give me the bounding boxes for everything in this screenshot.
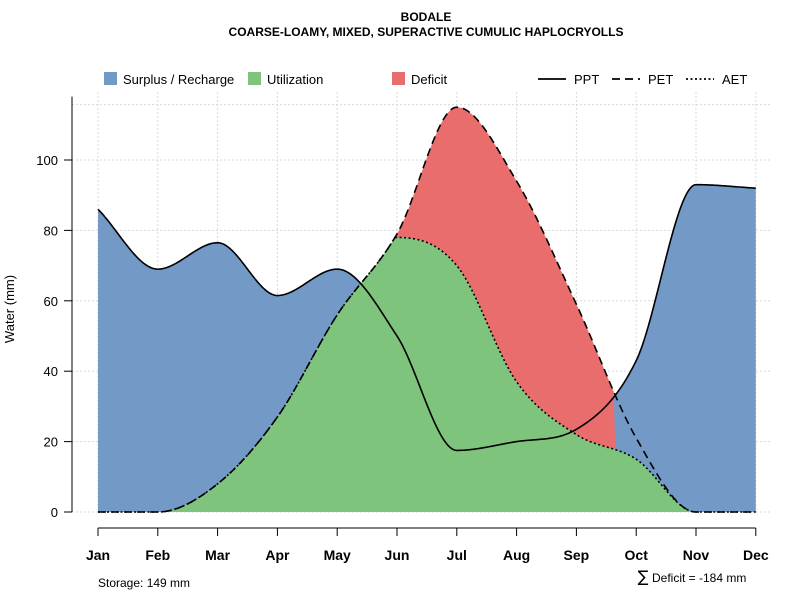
y-tick-label: 0 [51,505,58,520]
deficit-annotation: Deficit = -184 mm [652,571,746,585]
utilization-area [98,237,756,512]
y-tick-label: 60 [44,294,58,309]
x-tick-label-may: May [324,547,351,563]
sum-symbol: ∑ [638,567,649,586]
chart-title: BODALE [401,10,452,24]
x-tick-label-sep: Sep [564,547,590,563]
x-tick-label-jun: Jun [385,547,410,563]
x-tick-label-nov: Nov [683,547,710,563]
x-tick-label-feb: Feb [145,547,170,563]
legend-label-aet: AET [722,72,747,87]
axes: 0 20 40 60 80 100 Jan Feb Mar Apr May Jun Jul Aug Sep O… [36,96,769,563]
y-tick-label: 80 [44,223,58,238]
y-tick-label: 100 [36,153,58,168]
ppt-series-line [97,183,756,452]
chart-subtitle: COARSE-LOAMY, MIXED, SUPERACTIVE CUMULIC… [229,25,624,39]
x-tick-label-apr: Apr [265,547,290,563]
storage-annotation: Storage: 149 mm [98,576,190,590]
x-tick-label-mar: Mar [205,547,230,563]
legend-swatch-surplus-recharge [104,72,117,85]
x-tick-label-aug: Aug [503,547,530,563]
legend-label: Deficit [411,72,448,87]
x-tick-label-dec: Dec [743,547,769,563]
legend-swatch-utilization [248,72,261,85]
y-tick-label: 40 [44,364,58,379]
legend-label: Utilization [267,72,323,87]
y-axis-label: Water (mm) [2,275,17,343]
pet-series-line [98,106,756,513]
deficit-area [98,107,756,512]
legend-label: Surplus / Recharge [123,72,234,87]
legend-label-ppt: PPT [574,72,599,87]
legend: Surplus / Recharge Utilization Deficit PPT P… [104,72,747,87]
legend-label-pet: PET [648,72,673,87]
legend-swatch-deficit [392,72,405,85]
x-tick-label-jan: Jan [86,547,110,563]
x-tick-label-oct: Oct [625,547,649,563]
y-tick-label: 20 [44,435,58,450]
aet-series-line [98,236,756,513]
x-tick-label-jul: Jul [447,547,467,563]
